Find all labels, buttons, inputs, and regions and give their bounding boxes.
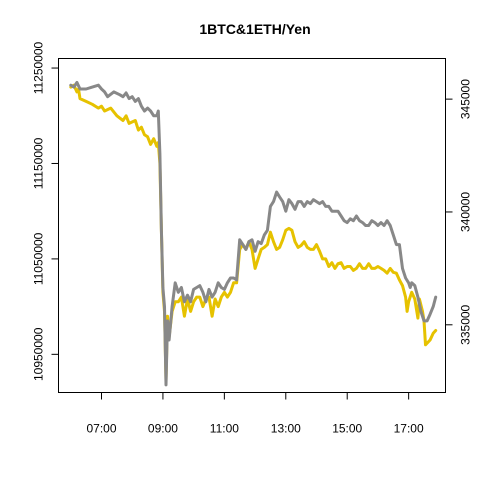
x-tick-label: 09:00 [148,422,178,436]
x-tick-label: 11:00 [210,422,239,436]
y-axis-right: 335000 340000 345000 [445,79,473,345]
y-right-tick-label: 335000 [459,304,473,344]
y-left-tick-label: 11250000 [32,41,46,94]
y-left-tick-label: 11150000 [32,137,46,189]
plot-area [58,58,446,393]
x-tick-label: 17:00 [394,422,424,436]
series-layer [69,80,438,387]
y-left-tick-label: 11050000 [32,232,46,285]
series-line-1 [69,83,438,383]
x-tick-label: 15:00 [332,422,362,436]
series-line-2 [69,80,438,387]
y-right-tick-label: 340000 [459,192,473,232]
y-left-tick-label: 10950000 [32,327,46,381]
chart-title: 1BTC&1ETH/Yen [199,21,310,37]
x-tick-label: 07:00 [86,422,116,436]
x-axis: 07:00 09:00 11:00 13:00 15:00 17:00 [86,392,424,436]
x-tick-label: 13:00 [271,422,301,436]
y-right-tick-label: 345000 [459,79,473,119]
y-axis-left: 10950000 11050000 11150000 11250000 [32,41,59,381]
